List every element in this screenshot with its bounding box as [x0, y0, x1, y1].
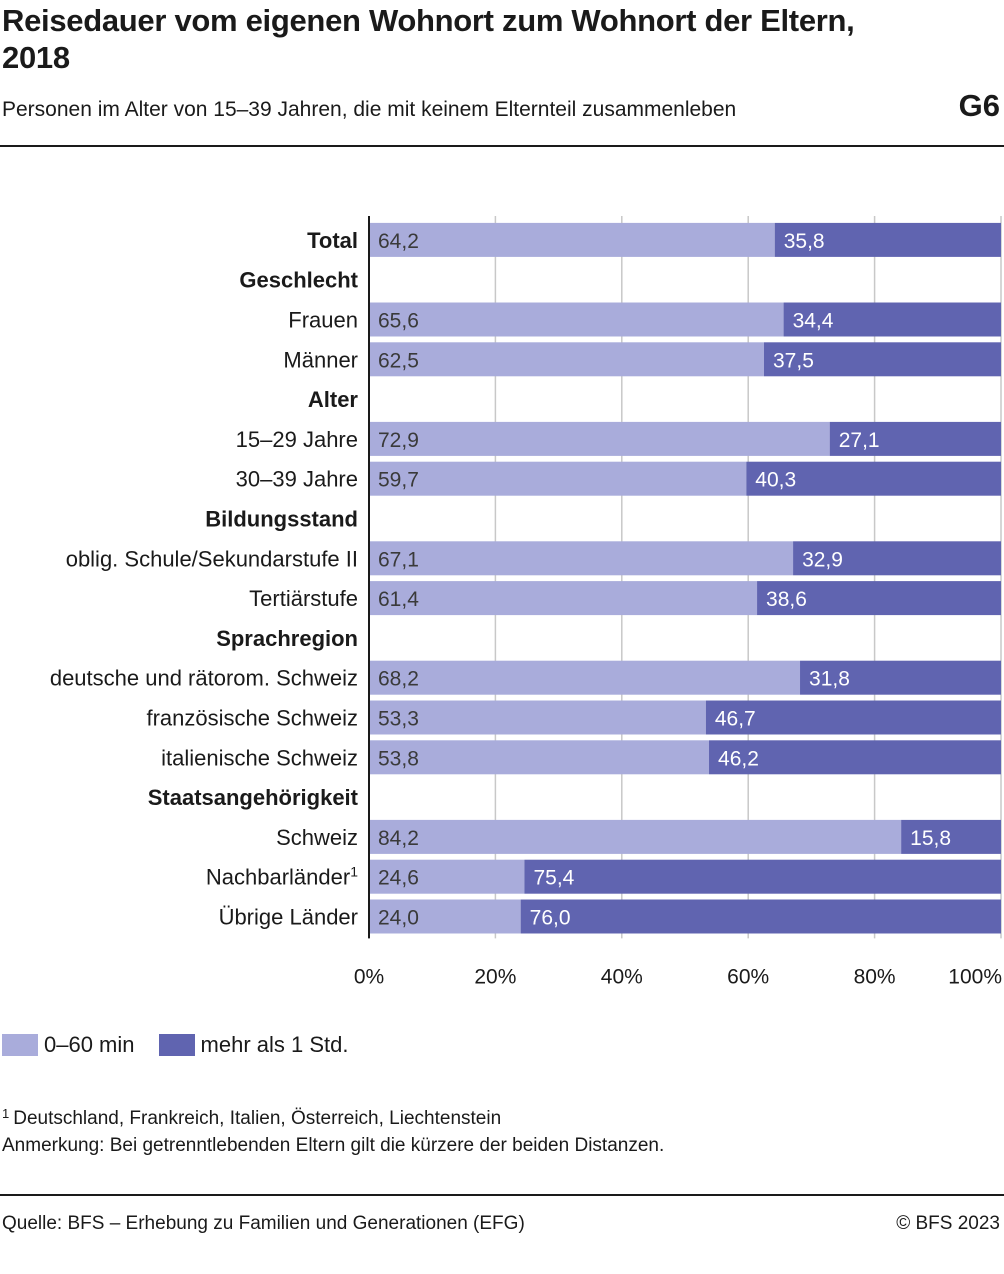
bar-segment-long: [901, 819, 1001, 854]
data-label: 53,8: [378, 747, 419, 770]
x-tick-label: 100%: [948, 965, 1002, 988]
category-header: Alter: [308, 387, 359, 412]
data-label: 15,8: [910, 827, 951, 850]
data-label: 72,9: [378, 429, 419, 452]
bar-segment-short: [369, 342, 764, 377]
remark: Anmerkung: Bei getrenntlebenden Eltern g…: [2, 1135, 665, 1156]
bar-segment-long: [746, 461, 1001, 496]
data-label: 35,8: [784, 230, 825, 253]
row-label: deutsche und rätorom. Schweiz: [50, 666, 358, 691]
bar-segment-short: [369, 421, 830, 456]
footer-divider: [0, 1194, 1004, 1196]
bar-segment-short: [369, 819, 902, 854]
data-label: 32,9: [802, 548, 843, 571]
bar-segment-short: [369, 700, 706, 735]
legend-label-long: mehr als 1 Std.: [200, 1032, 349, 1057]
footnote: 1 Deutschland, Frankreich, Italien, Öster…: [2, 1100, 664, 1132]
legend: 0–60 min mehr als 1 Std.: [2, 1032, 372, 1058]
footnote-marker: 1: [350, 864, 358, 880]
bar-segment-long: [524, 859, 1001, 894]
legend-item-short: 0–60 min: [2, 1032, 135, 1058]
legend-swatch-short: [2, 1034, 38, 1056]
bar-segment-short: [369, 899, 521, 934]
data-label: 62,5: [378, 349, 419, 372]
bar-segment-short: [369, 859, 525, 894]
bar-segment-long: [520, 899, 1001, 934]
bar-segment-long: [774, 222, 1001, 257]
header-divider: [0, 145, 1004, 147]
chart-title: Reisedauer vom eigenen Wohnort zum Wohno…: [2, 3, 855, 75]
data-label: 46,7: [715, 708, 756, 731]
category-header: Bildungsstand: [205, 507, 358, 532]
bar-segment-long: [764, 342, 1001, 377]
data-label: 59,7: [378, 469, 419, 492]
row-label: Nachbarländer1: [206, 864, 358, 890]
chart-subtitle: Personen im Alter von 15–39 Jahren, die …: [2, 98, 737, 121]
footnote-marker: 1: [2, 1106, 10, 1121]
data-label: 53,3: [378, 708, 419, 731]
bar-segment-long: [705, 700, 1001, 735]
row-label: italienische Schweiz: [161, 745, 358, 770]
bar-segment-short: [369, 302, 784, 337]
x-tick-label: 40%: [601, 965, 643, 988]
footnote-text: Deutschland, Frankreich, Italien, Österr…: [13, 1108, 502, 1129]
notes: 1 Deutschland, Frankreich, Italien, Öster…: [2, 1100, 664, 1159]
row-label: Tertiärstufe: [249, 586, 358, 611]
row-label: französische Schweiz: [146, 706, 358, 731]
row-label: 15–29 Jahre: [236, 427, 358, 452]
data-label: 76,0: [530, 907, 571, 930]
x-tick-label: 20%: [474, 965, 516, 988]
data-label: 46,2: [718, 747, 759, 770]
bar-segment-short: [369, 541, 794, 576]
data-label: 67,1: [378, 548, 419, 571]
copyright-text: © BFS 2023: [896, 1213, 1000, 1234]
row-label: Frauen: [288, 308, 358, 333]
bar-segment-long: [793, 541, 1001, 576]
data-label: 31,8: [809, 668, 850, 691]
row-label: 30–39 Jahre: [236, 467, 358, 492]
data-label: 34,4: [793, 310, 834, 333]
data-label: 65,6: [378, 310, 419, 333]
stacked-bar-chart: Total 64,2 35,8 Geschlecht Frauen 65,6 34,4 Män…: [50, 216, 1002, 988]
x-tick-label: 0%: [354, 965, 384, 988]
row-label: Total: [307, 228, 358, 253]
data-label: 24,6: [378, 867, 419, 890]
row-label: Männer: [283, 347, 358, 372]
legend-label-short: 0–60 min: [44, 1032, 135, 1057]
bar-segment-long: [709, 740, 1001, 775]
row-label: Übrige Länder: [219, 905, 358, 930]
bar-segment-short: [369, 740, 710, 775]
bar-segment-long: [829, 421, 1001, 456]
data-label: 38,6: [766, 588, 807, 611]
data-label: 27,1: [839, 429, 880, 452]
category-header: Staatsangehörigkeit: [148, 785, 359, 810]
category-header: Sprachregion: [216, 626, 358, 651]
bar-segment-short: [369, 660, 801, 695]
data-label: 24,0: [378, 907, 419, 930]
data-label: 37,5: [773, 349, 814, 372]
bar-segment-short: [369, 222, 775, 257]
data-label: 64,2: [378, 230, 419, 253]
row-label: Schweiz: [276, 825, 358, 850]
category-header: Geschlecht: [239, 268, 358, 293]
legend-swatch-long: [158, 1034, 195, 1056]
bar-segment-long: [757, 581, 1001, 616]
legend-item-long: mehr als 1 Std.: [158, 1032, 349, 1058]
figure-code: G6: [958, 88, 1000, 123]
data-label: 84,2: [378, 827, 419, 850]
bar-segment-short: [369, 461, 747, 496]
bar-segment-long: [800, 660, 1001, 695]
bar-segment-short: [369, 581, 758, 616]
data-label: 68,2: [378, 668, 419, 691]
source-text: Quelle: BFS – Erhebung zu Familien und G…: [2, 1213, 525, 1234]
data-label: 75,4: [533, 867, 574, 890]
data-label: 40,3: [755, 469, 796, 492]
row-label: oblig. Schule/Sekundarstufe II: [66, 546, 358, 571]
x-tick-label: 60%: [727, 965, 769, 988]
x-tick-label: 80%: [854, 965, 896, 988]
bar-segment-long: [783, 302, 1001, 337]
data-label: 61,4: [378, 588, 419, 611]
